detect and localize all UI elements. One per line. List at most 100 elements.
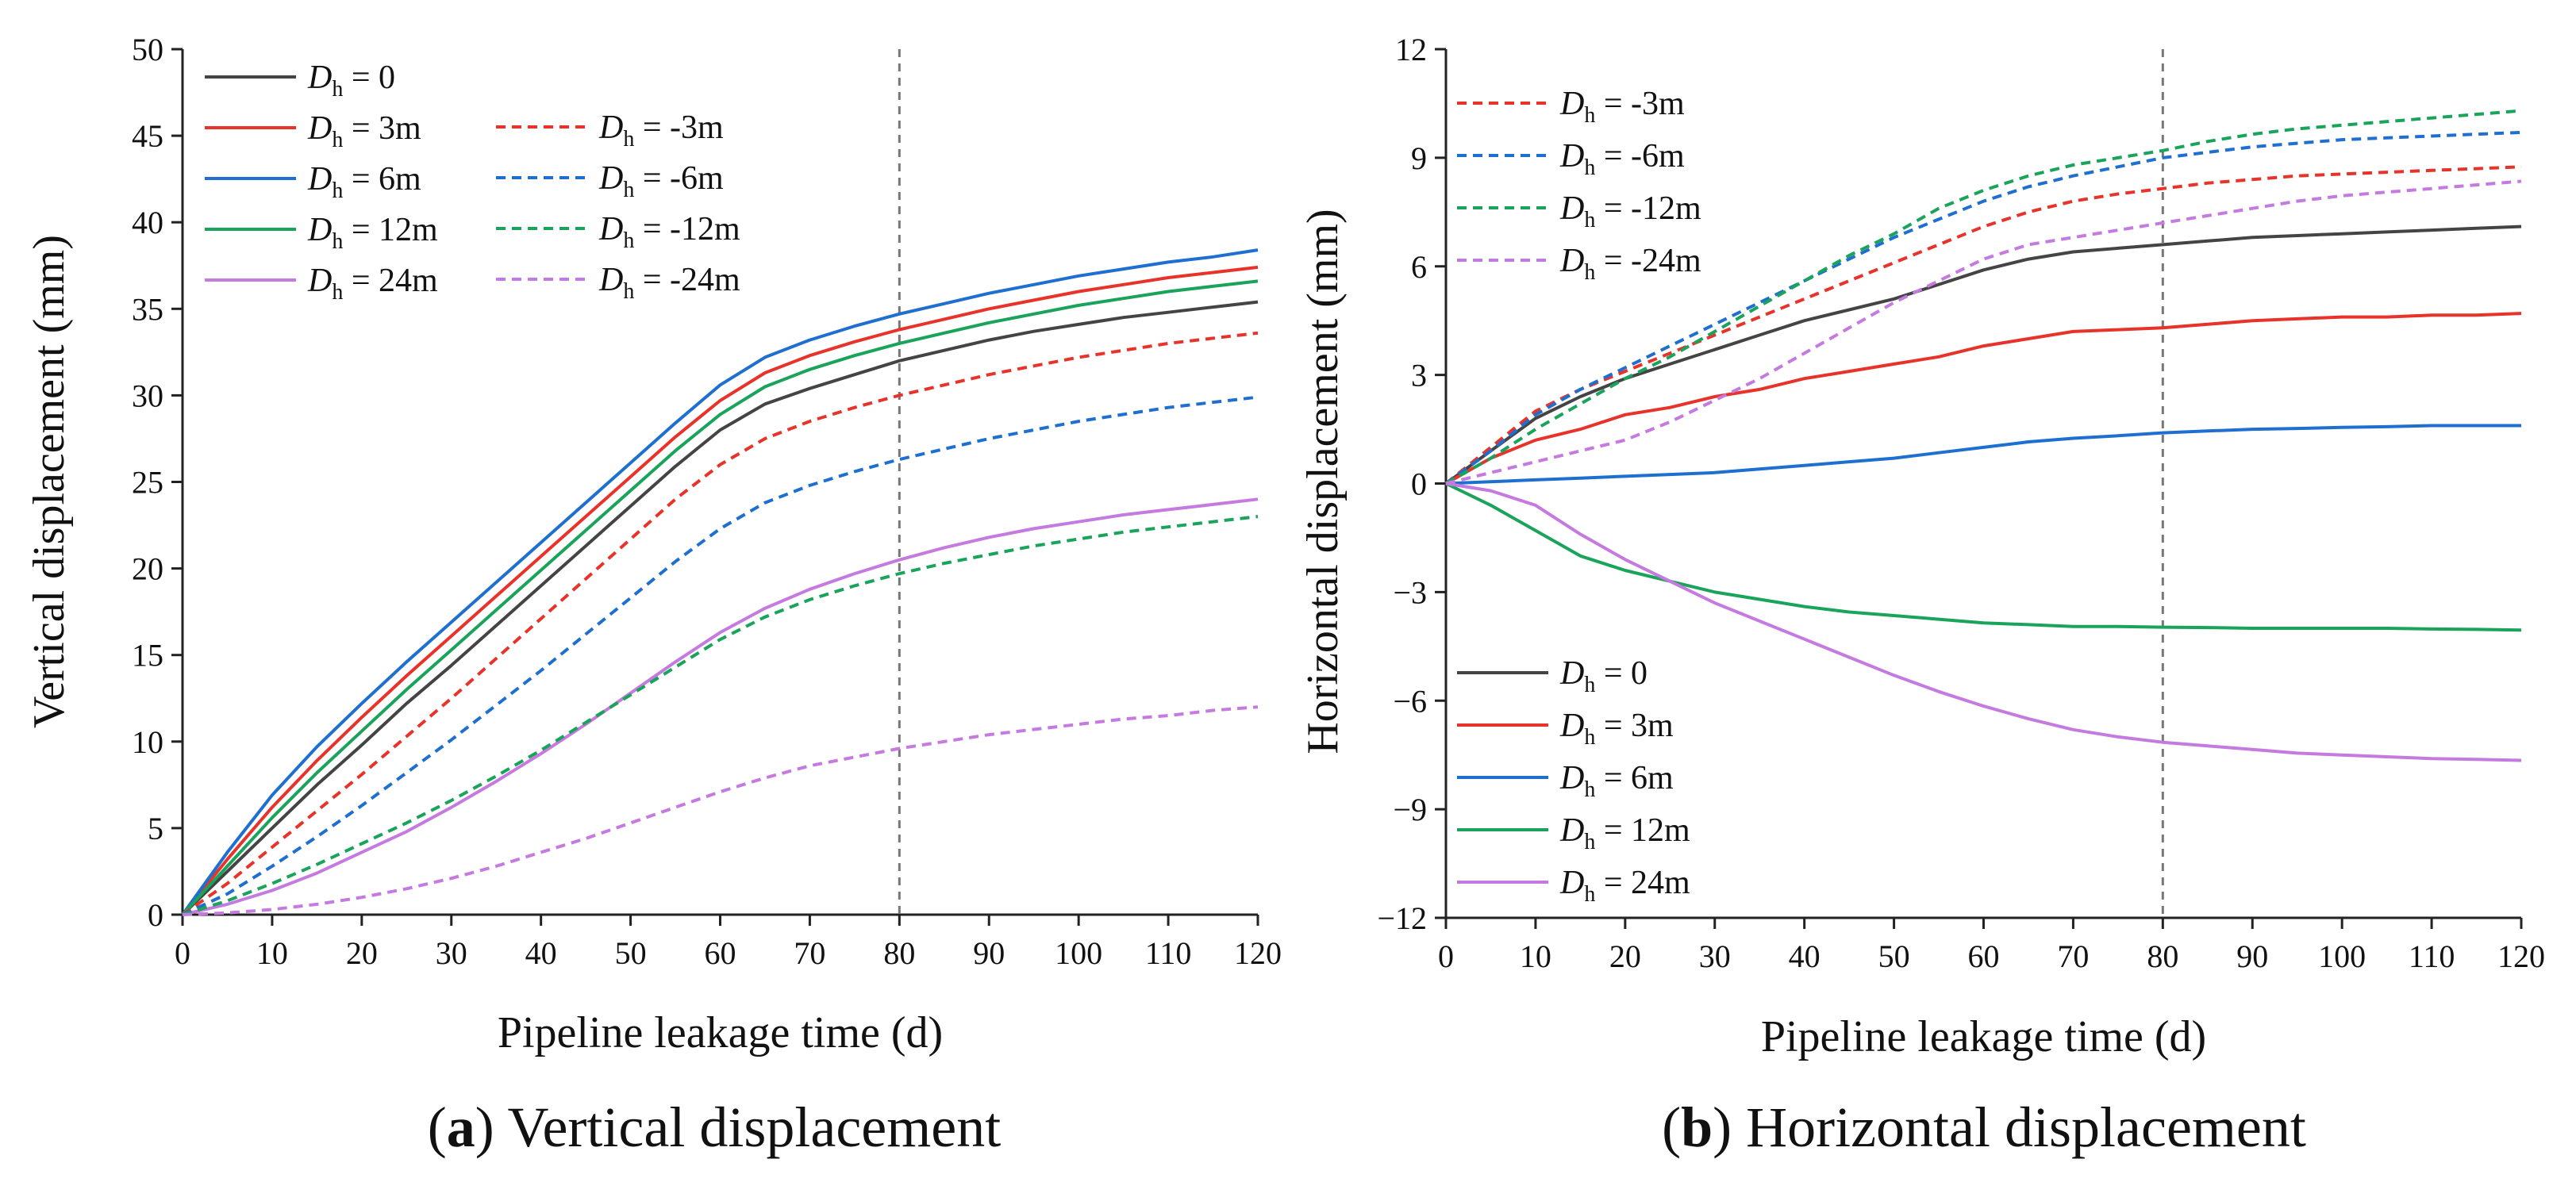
legend-entry: Dh = -6m xyxy=(1457,138,1685,180)
y-tick-label: 0 xyxy=(1411,466,1427,502)
y-tick-label: −9 xyxy=(1393,792,1427,827)
y-tick-label: −12 xyxy=(1377,900,1427,936)
y-tick-label: 10 xyxy=(132,724,163,760)
legend-label: Dh = 24m xyxy=(1559,865,1690,907)
x-tick-label: 120 xyxy=(2497,938,2545,974)
series-line xyxy=(1445,109,2522,485)
legend-label: Dh = -24m xyxy=(1559,243,1701,285)
legend-entry: Dh = 24m xyxy=(1457,865,1690,907)
legend-entry: Dh = 3m xyxy=(1457,708,1674,750)
legend-label: Dh = -12m xyxy=(598,211,740,253)
series-line xyxy=(1445,424,2521,485)
x-tick-label: 0 xyxy=(175,935,190,971)
x-tick-label: 20 xyxy=(346,935,378,971)
x-tick-label: 10 xyxy=(256,935,288,971)
x-tick-label: 30 xyxy=(1699,938,1731,974)
legend-label: Dh = 12m xyxy=(307,212,438,254)
legend-entry: Dh = -12m xyxy=(496,211,740,253)
y-tick-label: 45 xyxy=(132,118,163,154)
x-tick-label: 110 xyxy=(2409,938,2455,974)
legend-label: Dh = 0 xyxy=(1559,655,1647,697)
y-tick-label: 9 xyxy=(1411,140,1427,176)
legend-entry: Dh = 12m xyxy=(1457,812,1690,854)
series-line xyxy=(182,497,1259,916)
y-tick-label: 5 xyxy=(148,811,163,846)
x-tick-label: 70 xyxy=(794,935,825,971)
series-line xyxy=(182,705,1259,916)
x-tick-label: 50 xyxy=(615,935,647,971)
legend-entry: Dh = 0 xyxy=(205,59,395,102)
panel-a: 0 10 20 30 40 50 60 70 80 90 100 110 120 0 5 10 15 20 25 30… xyxy=(25,32,1282,1159)
y-tick-label: 30 xyxy=(132,378,163,413)
y-tick-label: 0 xyxy=(148,897,163,933)
x-tick-label: 120 xyxy=(1234,935,1282,971)
y-axis-label: Horizontal displacement (mm) xyxy=(1298,209,1348,754)
legend-label: Dh = -12m xyxy=(1559,190,1701,232)
y-tick-label: −3 xyxy=(1393,574,1427,610)
legend-label: Dh = 3m xyxy=(1559,708,1674,750)
x-tick-label: 0 xyxy=(1438,938,1454,974)
panel-caption: (b) Horizontal displacement xyxy=(1662,1096,2306,1159)
legend-entry: Dh = 0 xyxy=(1457,655,1647,697)
x-tick-label: 90 xyxy=(973,935,1005,971)
legend-entry: Dh = -24m xyxy=(496,262,740,304)
x-tick-label: 100 xyxy=(1055,935,1102,971)
x-tick-label: 20 xyxy=(1609,938,1641,974)
series-line xyxy=(181,265,1259,916)
x-tick-label: 80 xyxy=(883,935,915,971)
y-tick-label: 15 xyxy=(132,638,163,674)
y-tick-label: 50 xyxy=(132,32,163,67)
x-tick-label: 110 xyxy=(1145,935,1192,971)
panel-caption: (a) Vertical displacement xyxy=(428,1096,1001,1159)
y-tick-label: −6 xyxy=(1393,683,1427,719)
x-tick-label: 40 xyxy=(525,935,557,971)
legend-entry: Dh = 24m xyxy=(205,263,438,305)
y-axis-label: Vertical displacement (mm) xyxy=(25,235,74,728)
x-tick-label: 40 xyxy=(1789,938,1821,974)
legend-label: Dh = 6m xyxy=(1559,760,1674,802)
series-line xyxy=(181,331,1259,916)
x-tick-label: 60 xyxy=(705,935,736,971)
y-tick-label: 35 xyxy=(132,291,163,327)
legend-entry: Dh = 6m xyxy=(1457,760,1674,802)
x-tick-label: 60 xyxy=(1968,938,2000,974)
series-line xyxy=(1444,165,2522,485)
y-tick-label: 12 xyxy=(1395,32,1427,67)
legend-entry: Dh = -24m xyxy=(1457,243,1701,285)
legend-label: Dh = -3m xyxy=(598,109,724,152)
x-tick-label: 80 xyxy=(2147,938,2178,974)
legend-entry: Dh = 12m xyxy=(205,212,438,254)
legend-label: Dh = 0 xyxy=(307,59,395,102)
legend-label: Dh = -3m xyxy=(1559,86,1685,128)
series-line xyxy=(181,300,1259,916)
series-line xyxy=(1445,312,2522,485)
series-line xyxy=(1445,482,2522,762)
x-tick-label: 70 xyxy=(2057,938,2089,974)
legend-label: Dh = 24m xyxy=(307,263,438,305)
legend-entry: Dh = -3m xyxy=(1457,86,1685,128)
x-tick-label: 30 xyxy=(436,935,467,971)
legend-entry: Dh = 6m xyxy=(205,161,421,203)
y-tick-label: 40 xyxy=(132,205,163,240)
legend-entry: Dh = -6m xyxy=(496,160,724,202)
legend-label: Dh = 12m xyxy=(1559,812,1690,854)
legend-label: Dh = -6m xyxy=(1559,138,1685,180)
y-tick-label: 3 xyxy=(1411,358,1427,393)
x-axis-label: Pipeline leakage time (d) xyxy=(1761,1012,2206,1061)
legend-label: Dh = 6m xyxy=(307,161,421,203)
series-line xyxy=(182,515,1259,916)
panel-b: 0 10 20 30 40 50 60 70 80 90 100 110 120 −12 −9 −6 −3 0 3 6… xyxy=(1298,32,2545,1159)
series-line xyxy=(182,395,1259,916)
x-tick-label: 10 xyxy=(1520,938,1551,974)
x-tick-label: 100 xyxy=(2318,938,2366,974)
x-axis-label: Pipeline leakage time (d) xyxy=(498,1008,943,1057)
y-tick-label: 6 xyxy=(1411,249,1427,285)
legend-label: Dh = -6m xyxy=(598,160,724,202)
series-line xyxy=(181,248,1259,916)
y-tick-label: 25 xyxy=(132,465,163,501)
series-line xyxy=(181,279,1259,916)
y-tick-label: 20 xyxy=(132,551,163,587)
legend-entry: Dh = -3m xyxy=(496,109,724,152)
series-line xyxy=(1445,482,2522,632)
legend-label: Dh = -24m xyxy=(598,262,740,304)
